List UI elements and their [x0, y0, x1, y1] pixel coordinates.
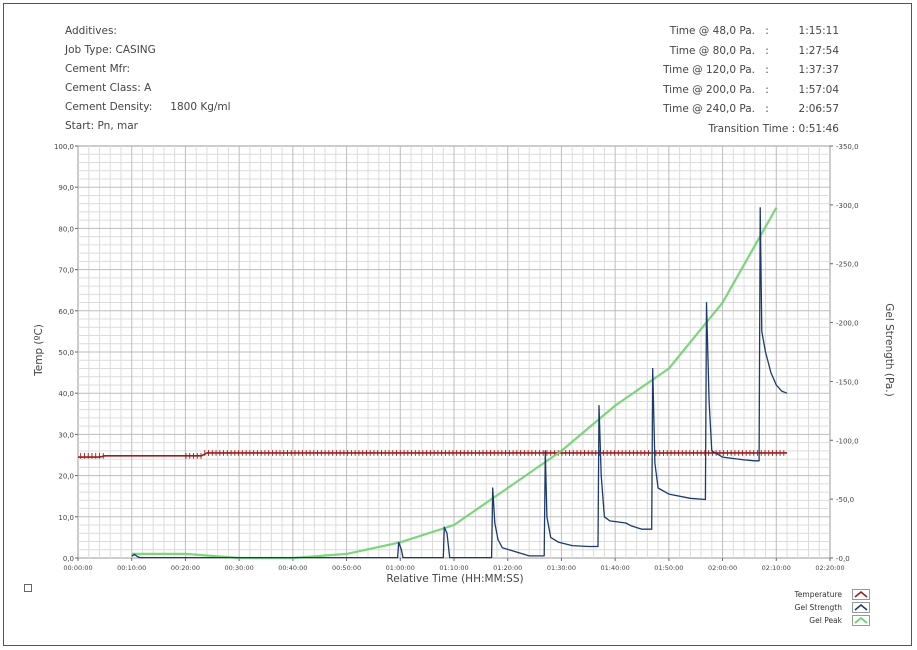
time-row: Time @ 120,0 Pa.: 1:37:37: [640, 61, 865, 81]
x-tick-label: 00:40:00: [278, 564, 307, 572]
time-label: Time @ 200,0 Pa.: [663, 83, 755, 96]
time-label: Time @ 80,0 Pa.: [669, 44, 755, 57]
x-tick-label: 00:10:00: [117, 564, 146, 572]
legend-item-temperature: Temperature: [790, 588, 870, 601]
time-label: Time @ 120,0 Pa.: [663, 64, 755, 76]
additives-label: Additives:: [65, 25, 117, 37]
x-tick-label: 01:30:00: [547, 564, 576, 572]
legend-label-gel-peak: Gel Peak: [809, 616, 842, 625]
time-summary: Time @ 48,0 Pa.: 1:15:11 Time @ 80,0 Pa.:…: [640, 22, 865, 139]
y-tick-label: 30,0: [58, 431, 74, 439]
x-tick-label: 01:50:00: [654, 564, 683, 572]
time-value: 2:06:57: [798, 103, 839, 115]
time-row: Time @ 80,0 Pa.: 1:27:54: [640, 42, 865, 62]
y-tick-label: 40,0: [58, 390, 74, 398]
y2-tick-label: -0,0: [836, 555, 850, 563]
y-tick-label: 70,0: [58, 267, 74, 275]
y-axis-label: Temp (ºC): [33, 324, 45, 377]
temperature-swatch-icon: [852, 589, 870, 600]
time-row: Time @ 200,0 Pa.: 1:57:04: [640, 81, 865, 101]
series-gel-strength: [131, 207, 788, 559]
y-tick-label: 90,0: [58, 184, 74, 192]
x-tick-label: 00:20:00: [171, 564, 200, 572]
y2-tick-label: -200,0: [836, 320, 859, 328]
legend-item-gel-strength: Gel Strength: [790, 601, 870, 614]
y-tick-label: 0,0: [63, 555, 74, 563]
time-value: 1:57:04: [798, 83, 839, 96]
y2-axis-label: Gel Strength (Pa.): [883, 303, 895, 396]
options-checkbox[interactable]: [24, 584, 32, 592]
x-tick-label: 02:10:00: [762, 564, 791, 572]
y2-tick-label: -250,0: [836, 261, 859, 269]
x-tick-label: 02:00:00: [708, 564, 737, 572]
time-separator: :: [765, 83, 769, 96]
x-tick-label: 01:00:00: [386, 564, 415, 572]
y-tick-label: 60,0: [58, 308, 74, 316]
cement-density: Cement Density: 1800 Kg/ml: [65, 98, 231, 117]
x-tick-label: 00:00:00: [63, 564, 92, 572]
start-info: Start: Pn, mar: [65, 120, 138, 132]
y2-tick-label: -100,0: [836, 437, 859, 445]
gel-strength-swatch-icon: [852, 602, 870, 613]
time-value: 1:27:54: [798, 44, 839, 57]
time-value: 1:37:37: [798, 64, 839, 76]
x-tick-label: 00:50:00: [332, 564, 361, 572]
y2-tick-label: -350,0: [836, 143, 859, 151]
gel-peak-swatch-icon: [852, 615, 870, 626]
cement-density-label: Cement Density:: [65, 101, 153, 113]
time-separator: :: [765, 103, 769, 115]
time-label: Time @ 48,0 Pa.: [669, 25, 755, 37]
cement-class: Cement Class: A: [65, 82, 152, 94]
legend-label-temperature: Temperature: [794, 590, 842, 599]
chart-legend: Temperature Gel Strength Gel Peak: [790, 588, 870, 627]
y-tick-label: 10,0: [58, 514, 74, 522]
y-tick-label: 80,0: [58, 225, 74, 233]
time-value: 1:15:11: [798, 25, 839, 37]
job-type: Job Type: CASING: [65, 44, 156, 56]
y-tick-label: 100,0: [54, 143, 74, 151]
x-tick-label: 02:20:00: [815, 564, 844, 572]
time-row: Time @ 48,0 Pa.: 1:15:11: [640, 22, 865, 42]
x-axis-label: Relative Time (HH:MM:SS): [386, 573, 523, 585]
transition-time: Transition Time : 0:51:46: [708, 122, 839, 135]
time-row: Time @ 240,0 Pa.: 2:06:57: [640, 100, 865, 120]
time-separator: :: [765, 25, 769, 37]
job-info: Additives: Job Type: CASING Cement Mfr: …: [65, 22, 231, 136]
cement-mfr: Cement Mfr:: [65, 63, 131, 75]
legend-label-gel-strength: Gel Strength: [794, 603, 842, 612]
y-tick-label: 50,0: [58, 349, 74, 357]
cement-density-value: 1800 Kg/ml: [170, 101, 231, 113]
x-tick-label: 01:10:00: [439, 564, 468, 572]
time-separator: :: [765, 44, 769, 57]
x-tick-label: 01:20:00: [493, 564, 522, 572]
legend-item-gel-peak: Gel Peak: [790, 614, 870, 627]
x-tick-label: 00:30:00: [225, 564, 254, 572]
time-label: Time @ 240,0 Pa.: [663, 103, 755, 115]
y2-tick-label: -300,0: [836, 202, 859, 210]
time-separator: :: [765, 64, 769, 76]
y-tick-label: 20,0: [58, 473, 74, 481]
x-tick-label: 01:40:00: [601, 564, 630, 572]
y2-tick-label: -50,0: [836, 496, 854, 504]
y2-tick-label: -150,0: [836, 378, 859, 386]
